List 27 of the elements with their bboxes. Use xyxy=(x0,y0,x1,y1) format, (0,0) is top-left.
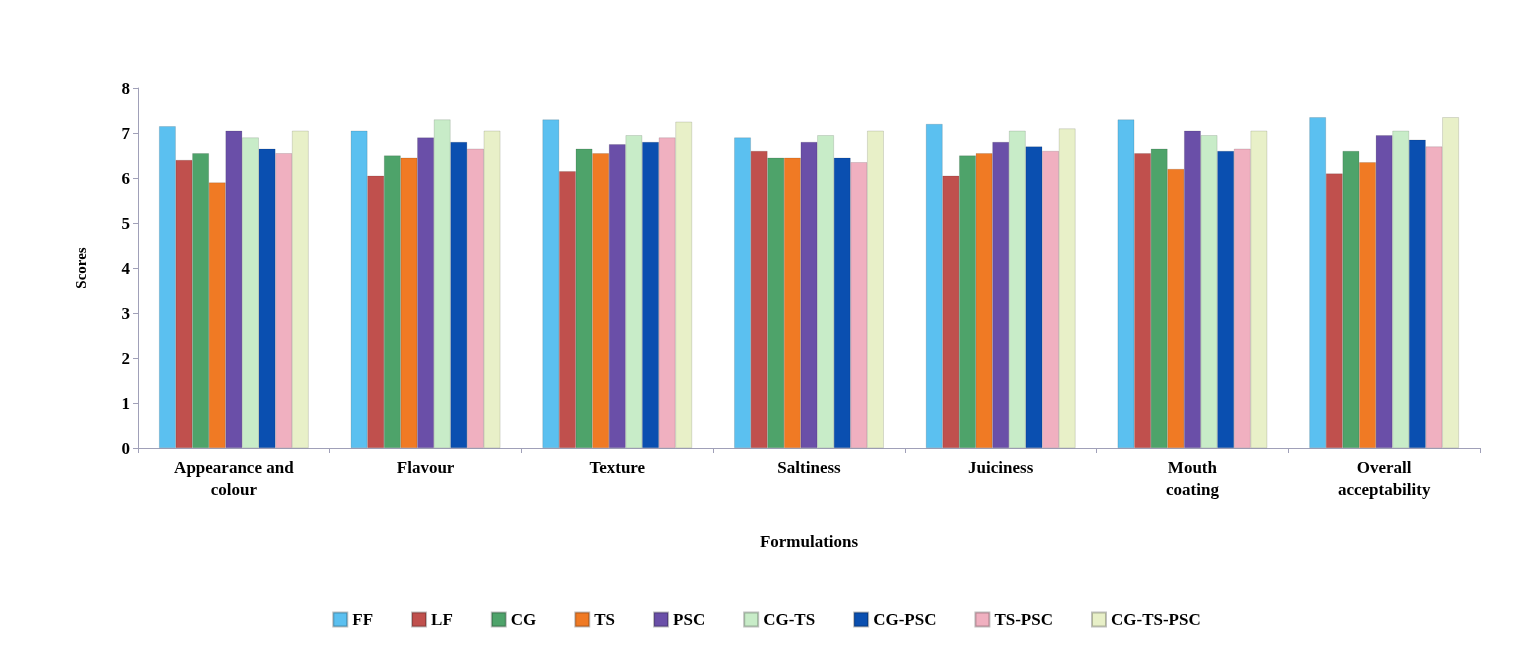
legend-label: TS-PSC xyxy=(994,610,1053,629)
x-tick-label: Texture xyxy=(589,457,646,477)
y-tick-label: 2 xyxy=(121,348,130,368)
x-tick-label: Saltiness xyxy=(777,457,842,477)
legend-label: LF xyxy=(431,610,453,629)
y-tick-label: 4 xyxy=(121,258,131,278)
legend-label: CG-TS xyxy=(763,610,816,629)
x-tick-label: Flavour xyxy=(396,457,455,477)
y-tick-label: 5 xyxy=(121,213,130,233)
y-tick-label: 3 xyxy=(121,303,130,323)
y-axis-title: Scores xyxy=(72,247,89,289)
y-tick-label: 6 xyxy=(121,168,130,188)
y-tick-label: 8 xyxy=(121,78,130,98)
x-tick-label: Overall acceptability xyxy=(1337,457,1431,499)
x-tick-label: Appearance and colour xyxy=(174,457,295,499)
legend-label: FF xyxy=(352,610,374,629)
x-tick-label: Mouth coating xyxy=(1165,457,1220,499)
legend-label: TS xyxy=(594,610,616,629)
x-axis-title: Formulations xyxy=(759,532,859,551)
legend-label: CG xyxy=(510,610,537,629)
legend-label: CG-TS-PSC xyxy=(1110,610,1201,629)
y-tick-label: 1 xyxy=(121,393,130,413)
x-tick-label: Juiciness xyxy=(968,457,1034,477)
legend-label: PSC xyxy=(673,610,706,629)
legend-label: CG-PSC xyxy=(873,610,937,629)
y-tick-label: 0 xyxy=(121,438,130,458)
y-tick-label: 7 xyxy=(121,123,131,143)
